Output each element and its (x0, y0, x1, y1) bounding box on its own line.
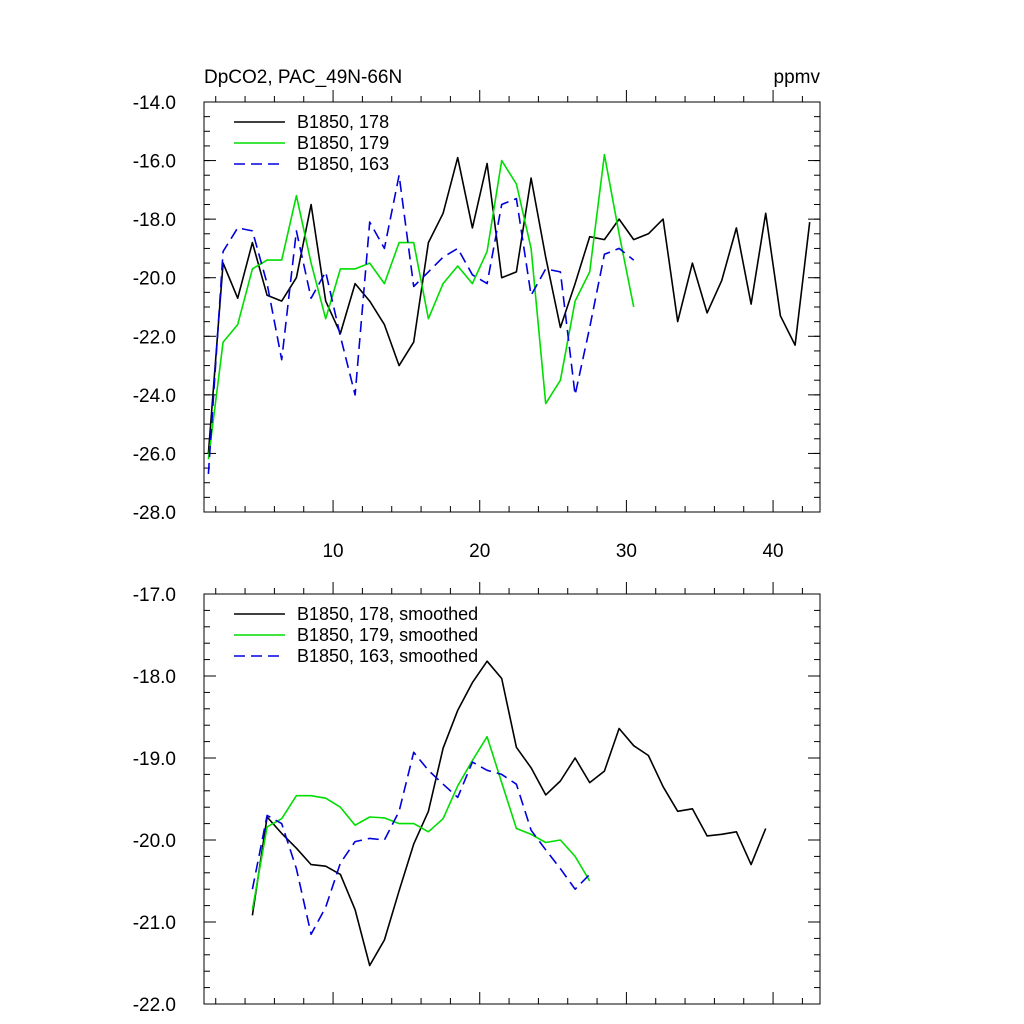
series-line-2 (207, 153, 635, 460)
top-axes-ticks: -28.0 -26.0 -24.0 -22.0 -20.0 -18.0 -16.0 -14.0… (133, 90, 820, 562)
top-plot-frame (203, 101, 821, 513)
bottom-axes-ticks: -22.0 -21.0 -20.0 -19.0 -18.0 -17.0 (133, 582, 820, 1016)
y-tick-label: -14.0 (133, 93, 176, 114)
series-line-2 (251, 735, 591, 910)
top-panel: DpCO2, PAC_49N-66N ppmv -28.0-26.0-24.0-… (133, 67, 821, 562)
chart-title: DpCO2, PAC_49N-66N (204, 67, 402, 88)
bottom-series-lines (251, 660, 767, 967)
x-tick-label: 20 (469, 541, 490, 562)
x-tick-label: 30 (616, 541, 637, 562)
y-tick-label: -20.0 (133, 831, 176, 852)
units-label: ppmv (774, 67, 821, 88)
legend-label-2: B1850, 179, smoothed (297, 625, 478, 645)
y-tick-label: -28.0 (133, 503, 176, 524)
y-tick-label: -19.0 (133, 749, 176, 770)
y-tick-label: -22.0 (133, 995, 176, 1016)
y-tick-label: -16.0 (133, 152, 176, 173)
series-line-3 (251, 751, 591, 936)
legend-label-3: B1850, 163, smoothed (297, 646, 478, 666)
y-tick-label: -26.0 (133, 444, 176, 465)
top-series-lines (207, 153, 811, 474)
y-tick-label: -22.0 (133, 327, 176, 348)
x-tick-label: 40 (762, 541, 783, 562)
legend-label-3: B1850, 163 (297, 154, 389, 174)
bottom-panel: -22.0 -21.0 -20.0 -19.0 -18.0 -17.0 B1850, 17… (133, 582, 821, 1016)
y-tick-label: -24.0 (133, 386, 176, 407)
y-tick-label: -20.0 (133, 269, 176, 290)
series-line-3 (207, 174, 635, 474)
x-tick-label: 10 (322, 541, 343, 562)
legend-label-2: B1850, 179 (297, 133, 389, 153)
legend-label-1: B1850, 178 (297, 112, 389, 132)
series-line-1 (207, 156, 811, 454)
y-tick-label: -18.0 (133, 210, 176, 231)
legend-label-1: B1850, 178, smoothed (297, 604, 478, 624)
bottom-plot-frame (203, 593, 821, 1005)
y-tick-label: -17.0 (133, 585, 176, 606)
y-tick-label: -21.0 (133, 913, 176, 934)
y-tick-label: -18.0 (133, 667, 176, 688)
series-line-1 (251, 660, 767, 967)
